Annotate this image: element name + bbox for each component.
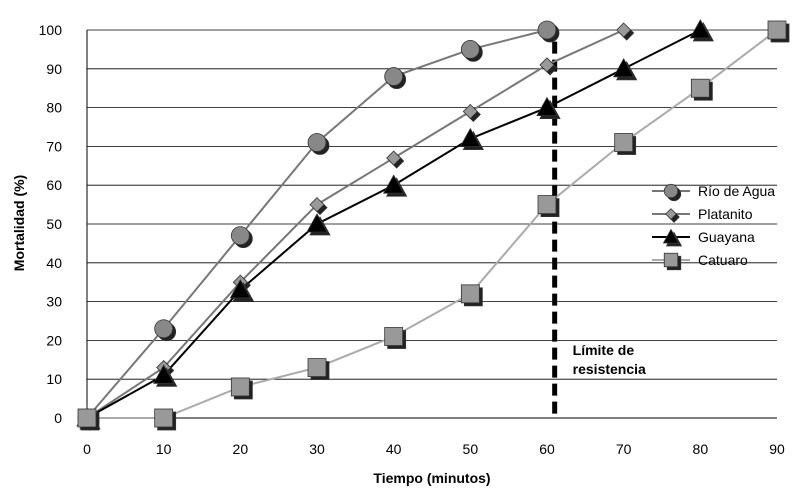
y-tick-label: 70 (46, 138, 62, 154)
x-tick-label: 40 (386, 441, 402, 457)
data-point-catuaro (154, 408, 177, 431)
x-tick-labels: 0 10 20 30 40 50 60 70 80 90 (83, 441, 785, 457)
data-point-r-o-de-agua (537, 20, 560, 43)
series-markers (76, 19, 790, 431)
data-point-r-o-de-agua (384, 67, 407, 89)
y-tick-label: 20 (46, 332, 62, 348)
legend-swatch-marker (663, 252, 682, 271)
legend-swatch-marker (665, 208, 680, 223)
data-point-catuaro (230, 377, 253, 400)
x-tick-label: 0 (83, 441, 91, 457)
series-line-platanito (86, 29, 625, 419)
legend-item-catuaro: Catuaro (652, 252, 748, 271)
data-point-platanito (616, 22, 635, 41)
data-point-r-o-de-agua (230, 226, 253, 249)
data-point-catuaro (690, 78, 713, 101)
y-tick-label: 10 (46, 371, 62, 387)
legend-label: Catuaro (698, 252, 748, 268)
legend-item-guayana: Guayana (652, 228, 755, 247)
resistance-limit-label-line: resistencia (573, 361, 646, 377)
data-point-guayana (382, 174, 408, 197)
series-line-catuaro (87, 29, 778, 419)
axes (86, 30, 777, 419)
data-point-catuaro (77, 408, 100, 431)
legend-item-platanito: Platanito (652, 206, 753, 223)
x-tick-label: 90 (769, 441, 785, 457)
y-tick-label: 40 (46, 255, 62, 271)
legend-swatch-marker (662, 228, 683, 247)
legend-swatch-marker (663, 183, 682, 202)
x-tick-label: 60 (539, 441, 555, 457)
y-axis-title: Mortalidad (%) (11, 175, 27, 271)
x-tick-label: 80 (693, 441, 709, 457)
data-point-r-o-de-agua (154, 319, 177, 342)
data-point-guayana (536, 96, 561, 119)
y-tick-label: 90 (46, 61, 62, 77)
legend-item-r-o-de-agua: Río de Agua (652, 183, 775, 202)
x-tick-label: 30 (309, 441, 325, 457)
data-point-platanito (386, 150, 405, 169)
y-tick-labels: 0 10 20 30 40 50 60 70 80 90 100 (39, 22, 63, 426)
legend: Río de Agua Platanito Guayana Catuaro (652, 183, 775, 271)
data-point-guayana (689, 19, 715, 42)
data-point-catuaro (307, 358, 330, 380)
x-tick-label: 20 (233, 441, 249, 457)
x-tick-label: 50 (463, 441, 479, 457)
data-point-guayana (612, 57, 638, 81)
data-point-catuaro (767, 20, 790, 43)
x-tick-label: 70 (616, 441, 632, 457)
data-point-r-o-de-agua (307, 133, 330, 155)
y-tick-label: 100 (39, 22, 63, 38)
y-tick-label: 50 (46, 216, 62, 232)
y-tick-label: 80 (46, 100, 62, 116)
legend-label: Platanito (698, 206, 753, 222)
data-point-platanito (462, 103, 481, 123)
data-point-catuaro (460, 284, 483, 307)
resistance-limit-label-line: Límite de (573, 342, 635, 358)
x-tick-label: 10 (156, 441, 172, 457)
y-tick-label: 0 (54, 410, 62, 426)
data-point-guayana (229, 279, 255, 302)
y-tick-label: 60 (46, 177, 62, 193)
data-point-catuaro (537, 195, 560, 218)
data-point-platanito (309, 197, 328, 216)
data-point-guayana (306, 213, 331, 236)
data-point-guayana (152, 364, 178, 387)
y-tick-label: 30 (46, 294, 62, 310)
gridlines (87, 29, 777, 380)
data-point-catuaro (614, 133, 637, 155)
data-point-catuaro (384, 327, 407, 349)
data-point-platanito (539, 57, 558, 76)
x-axis-title: Tiempo (minutos) (373, 470, 490, 486)
data-point-r-o-de-agua (460, 40, 483, 62)
legend-label: Río de Agua (698, 183, 775, 199)
data-point-guayana (459, 127, 485, 151)
resistance-limit-label: Límite de resistencia (573, 342, 646, 377)
legend-label: Guayana (698, 229, 755, 245)
